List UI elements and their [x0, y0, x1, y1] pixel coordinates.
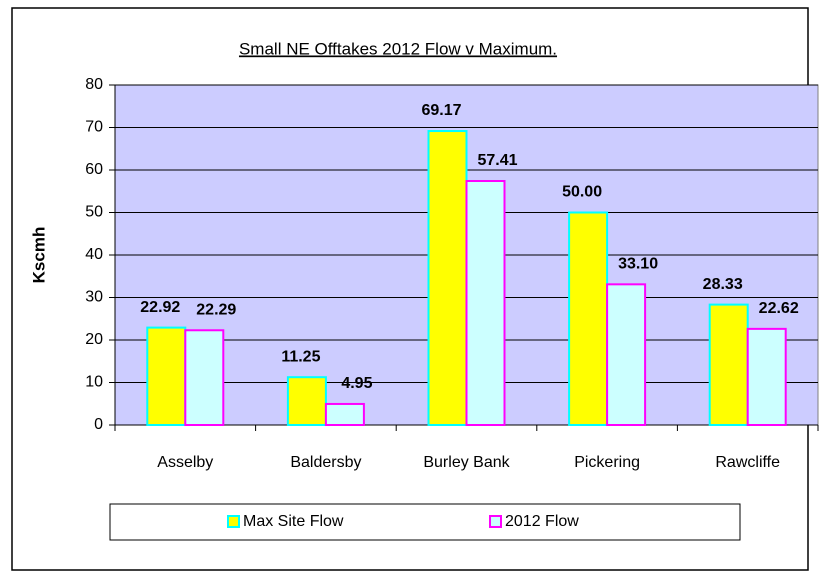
value-label: 22.62 [759, 300, 799, 317]
value-label: 22.29 [196, 301, 236, 318]
value-label: 22.92 [140, 299, 180, 316]
value-label: 33.10 [618, 256, 658, 273]
x-tick-label: Rawcliffe [715, 454, 780, 471]
bar [184, 329, 225, 426]
legend [109, 503, 741, 541]
bar [568, 211, 609, 426]
bar [465, 180, 506, 426]
y-tick-label: 0 [94, 416, 103, 433]
y-tick-label: 60 [85, 161, 103, 178]
value-label: 11.25 [281, 348, 320, 365]
x-tick-label: Asselby [157, 454, 213, 471]
y-tick-label: 30 [85, 289, 103, 306]
y-axis-label: Kscmh [29, 227, 48, 284]
x-tick-label: Baldersby [290, 454, 361, 471]
bar [146, 326, 187, 426]
bar [427, 130, 468, 426]
legend-label: Max Site Flow [243, 513, 344, 530]
bar [286, 376, 327, 426]
value-label: 4.95 [341, 375, 372, 392]
legend-swatch [489, 515, 502, 528]
bar [324, 402, 365, 426]
bar [606, 283, 647, 427]
y-tick-label: 50 [85, 204, 103, 221]
y-tick-label: 70 [85, 119, 103, 136]
value-label: 50.00 [562, 184, 602, 201]
bar [708, 303, 749, 426]
value-label: 57.41 [477, 152, 517, 169]
value-label: 69.17 [421, 102, 461, 119]
chart-title: Small NE Offtakes 2012 Flow v Maximum. [239, 39, 557, 58]
legend-swatch [227, 515, 240, 528]
x-tick-label: Burley Bank [423, 454, 510, 471]
y-tick-label: 80 [85, 76, 103, 93]
y-tick-label: 20 [85, 331, 103, 348]
bar [746, 327, 787, 426]
y-tick-label: 10 [85, 374, 103, 391]
value-label: 28.33 [703, 276, 743, 293]
x-tick-label: Pickering [574, 454, 640, 471]
y-tick-label: 40 [85, 246, 103, 263]
legend-label: 2012 Flow [505, 513, 579, 530]
